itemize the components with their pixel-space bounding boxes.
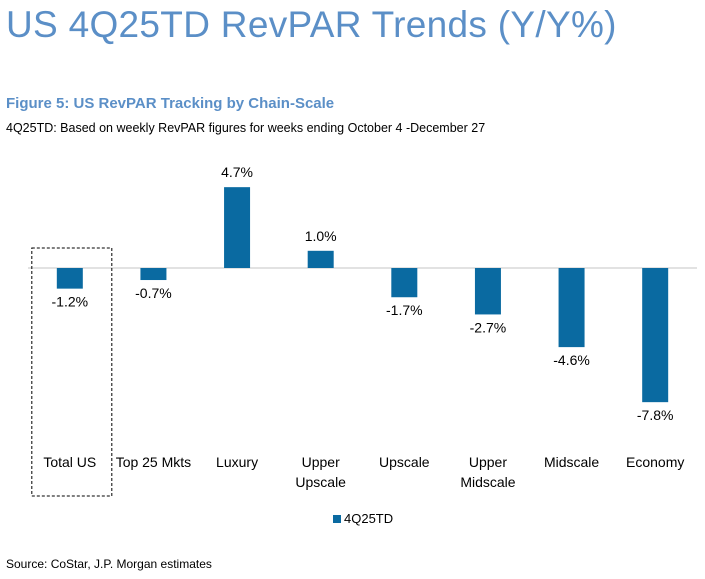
- bar-value-label: -1.2%: [52, 294, 89, 310]
- bar-value-label: -2.7%: [470, 319, 507, 335]
- category-label: Upper Upscale: [295, 454, 346, 490]
- legend-label: 4Q25TD: [344, 511, 394, 526]
- category-label: Upscale: [379, 454, 430, 470]
- category-label: Total US: [43, 454, 96, 470]
- bar: [140, 268, 167, 281]
- bar-value-label: -0.7%: [135, 285, 172, 301]
- bar: [642, 268, 669, 403]
- bar-value-label: -4.6%: [553, 352, 590, 368]
- bar: [56, 268, 83, 289]
- highlight-box: [31, 247, 113, 497]
- bar: [391, 268, 418, 298]
- category-label: Luxury: [216, 454, 258, 470]
- chart-legend: 4Q25TD: [333, 511, 393, 526]
- category-label: Top 25 Mkts: [116, 454, 191, 470]
- bar-value-label: 4.7%: [221, 164, 253, 180]
- category-label: Midscale: [544, 454, 599, 470]
- bar: [224, 187, 251, 268]
- page-title: US 4Q25TD RevPAR Trends (Y/Y%): [6, 4, 617, 45]
- bar: [307, 250, 334, 268]
- source-note: Source: CoStar, J.P. Morgan estimates: [6, 557, 212, 571]
- figure-title: Figure 5: US RevPAR Tracking by Chain-Sc…: [6, 95, 335, 112]
- bar-value-label: -1.7%: [386, 302, 423, 318]
- legend-swatch: [333, 514, 341, 523]
- category-label: Economy: [626, 454, 684, 470]
- category-label: Upper Midscale: [460, 454, 515, 490]
- bar-value-label: -7.8%: [637, 407, 674, 423]
- figure-subtitle: 4Q25TD: Based on weekly RevPAR figures f…: [6, 121, 486, 135]
- bar: [474, 268, 501, 315]
- bar: [558, 268, 585, 348]
- bar-value-label: 1.0%: [305, 228, 337, 244]
